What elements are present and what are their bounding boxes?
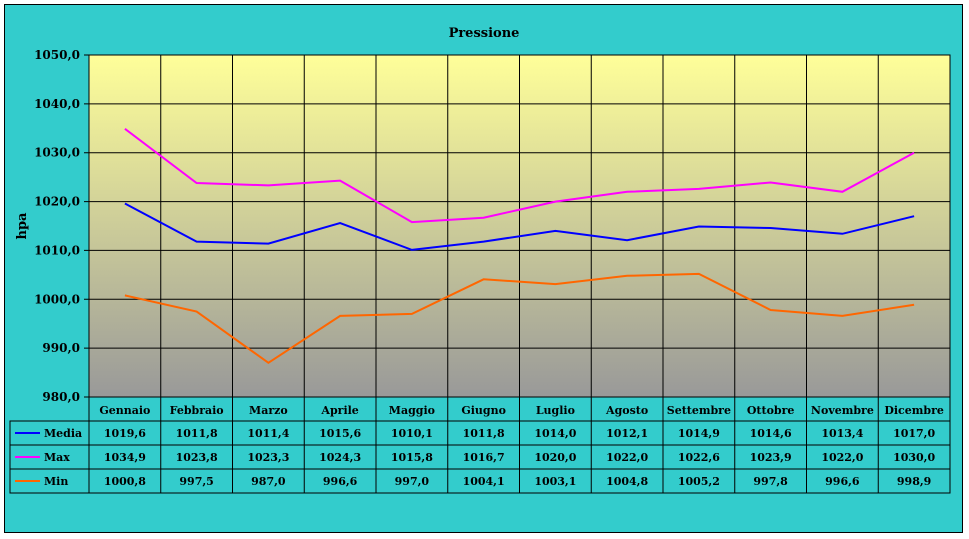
x-tick-label: Dicembre [884, 404, 944, 417]
data-label: 998,9 [897, 475, 931, 488]
x-tick-label: Agosto [605, 404, 648, 417]
legend-label-max: Max [44, 451, 70, 464]
data-label: 1022,0 [821, 451, 863, 464]
x-tick-label: Maggio [389, 404, 435, 417]
data-label: 1015,8 [391, 451, 433, 464]
data-label: 1019,6 [104, 427, 146, 440]
data-label: 1022,6 [678, 451, 720, 464]
y-tick-label: 980,0 [42, 390, 80, 404]
y-tick-label: 1000,0 [34, 292, 80, 306]
data-label: 1010,1 [391, 427, 433, 440]
legend-label-media: Media [44, 427, 82, 440]
data-label: 997,8 [753, 475, 788, 488]
x-tick-label: Settembre [667, 404, 731, 417]
data-label: 1000,8 [104, 475, 146, 488]
data-label: 1011,8 [463, 427, 505, 440]
data-label: 1017,0 [893, 427, 935, 440]
y-tick-label: 1010,0 [34, 243, 80, 257]
data-label: 1004,8 [606, 475, 648, 488]
data-label: 1012,1 [606, 427, 648, 440]
y-tick-label: 1050,0 [34, 48, 80, 62]
x-tick-label: Giugno [461, 404, 506, 417]
x-tick-label: Aprile [320, 404, 358, 417]
data-label: 1023,3 [247, 451, 289, 464]
data-label: 1013,4 [821, 427, 863, 440]
data-label: 1022,0 [606, 451, 648, 464]
x-tick-label: Marzo [249, 404, 288, 417]
data-label: 987,0 [251, 475, 286, 488]
data-label: 997,0 [395, 475, 430, 488]
y-tick-label: 1040,0 [34, 97, 80, 111]
legend-label-min: Min [44, 475, 68, 488]
data-label: 1004,1 [463, 475, 505, 488]
data-label: 1014,0 [534, 427, 576, 440]
x-tick-label: Luglio [536, 404, 575, 417]
data-label: 996,6 [323, 475, 358, 488]
data-label: 997,5 [179, 475, 213, 488]
y-tick-label: 990,0 [42, 341, 80, 355]
data-label: 1005,2 [678, 475, 720, 488]
data-label: 1014,6 [750, 427, 792, 440]
data-label: 996,6 [825, 475, 860, 488]
data-label: 1011,8 [176, 427, 218, 440]
data-label: 1014,9 [678, 427, 720, 440]
data-label: 1023,9 [750, 451, 792, 464]
x-tick-label: Novembre [811, 404, 874, 417]
data-label: 1020,0 [534, 451, 576, 464]
data-label: 1030,0 [893, 451, 935, 464]
series-line-min [124, 272, 915, 365]
x-tick-label: Ottobre [747, 404, 795, 417]
series-line-max [124, 128, 915, 224]
data-label: 1024,3 [319, 451, 361, 464]
x-tick-label: Febbraio [170, 404, 224, 417]
data-label: 1034,9 [104, 451, 146, 464]
y-tick-label: 1030,0 [34, 146, 80, 160]
data-label: 1016,7 [463, 451, 505, 464]
y-tick-label: 1020,0 [34, 195, 80, 209]
series-line-media [124, 202, 915, 251]
chart-title: Pressione [449, 26, 520, 41]
data-label: 1011,4 [247, 427, 289, 440]
data-label: 1023,8 [176, 451, 218, 464]
data-label: 1015,6 [319, 427, 361, 440]
data-label: 1003,1 [534, 475, 576, 488]
y-axis-label: hpa [15, 212, 30, 240]
x-tick-label: Gennaio [99, 404, 150, 417]
